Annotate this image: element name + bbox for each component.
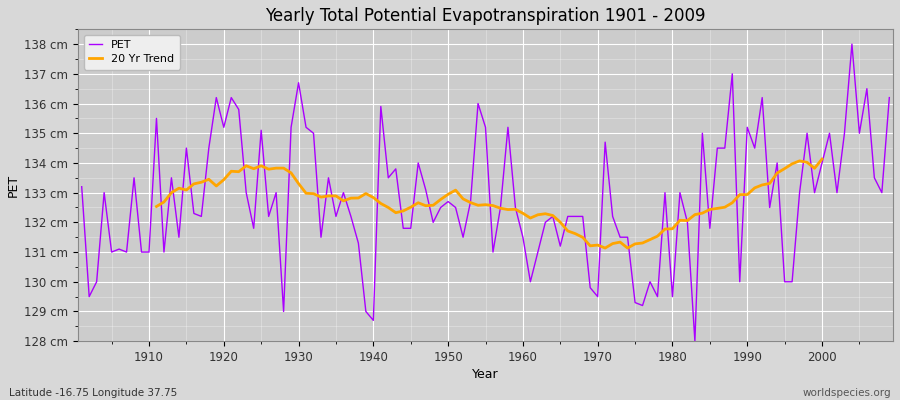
20 Yr Trend [727,200,738,205]
PET [301,125,311,130]
PET [346,214,356,219]
PET [847,42,858,46]
20 Yr Trend [599,246,610,250]
PET [76,184,87,189]
20 Yr Trend [151,204,162,209]
PET [510,205,521,210]
Y-axis label: PET: PET [7,174,20,197]
20 Yr Trend [794,158,805,163]
20 Yr Trend [241,163,252,168]
PET [518,235,528,240]
X-axis label: Year: Year [472,368,499,381]
Text: Latitude -16.75 Longitude 37.75: Latitude -16.75 Longitude 37.75 [9,388,177,398]
Line: PET: PET [82,44,889,341]
Line: 20 Yr Trend: 20 Yr Trend [157,159,822,248]
PET [608,214,618,219]
PET [884,95,895,100]
Legend: PET, 20 Yr Trend: PET, 20 Yr Trend [84,35,180,70]
Text: worldspecies.org: worldspecies.org [803,388,891,398]
PET [689,339,700,344]
20 Yr Trend [816,157,827,162]
PET [136,250,147,254]
20 Yr Trend [353,196,364,200]
Title: Yearly Total Potential Evapotranspiration 1901 - 2009: Yearly Total Potential Evapotranspiratio… [266,7,706,25]
20 Yr Trend [712,206,723,211]
20 Yr Trend [622,246,633,250]
